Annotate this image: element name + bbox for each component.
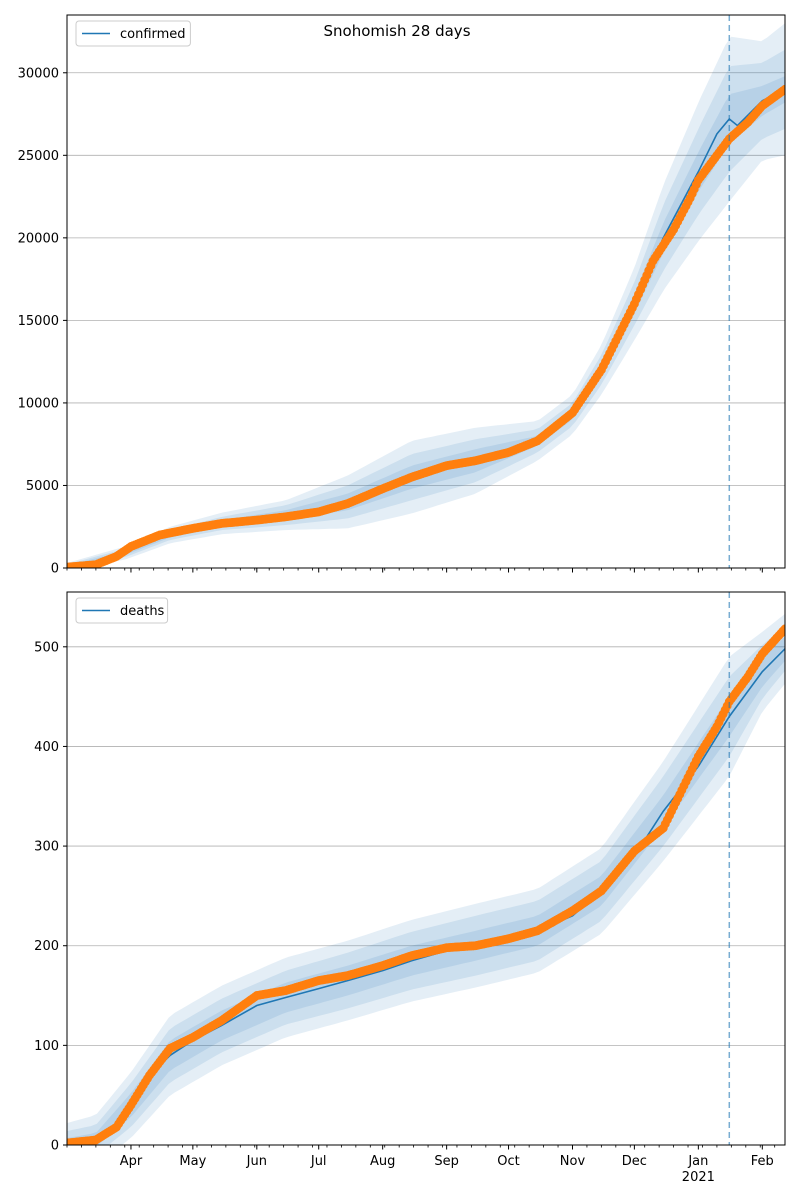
x-tick-label: Jan [687, 1154, 708, 1169]
x-tick-label: Jul [310, 1154, 327, 1169]
confirmed-panel: 0 5000 10000 15000 20000 25000 30000 confirmed [18, 14, 786, 577]
y-axis: 0 5000 10000 15000 20000 25000 30000 [18, 66, 67, 577]
y-axis: 0 100 200 300 400 500 [34, 640, 67, 1154]
x-tick-label: Oct [497, 1154, 519, 1169]
x-tick-label: May [179, 1154, 206, 1169]
x-tick-sublabel: 2021 [682, 1170, 715, 1185]
y-tick-label: 0 [51, 562, 59, 577]
y-gridlines [67, 646, 785, 1146]
series-group [67, 84, 785, 568]
y-tick-label: 5000 [26, 479, 59, 494]
y-tick-label: 200 [34, 939, 59, 954]
axes-frame [66, 591, 786, 1146]
x-tick-label: Nov [560, 1154, 586, 1169]
uncertainty-band [67, 49, 785, 568]
y-tick-label: 100 [34, 1039, 59, 1054]
legend-box [75, 20, 191, 47]
uncertainty-band [67, 626, 785, 1145]
y-tick-label: 0 [51, 1139, 59, 1154]
uncertainty-band [67, 636, 785, 1145]
y-tick-label: 300 [34, 840, 59, 855]
y-tick-label: 20000 [18, 231, 59, 246]
legend-label: confirmed [120, 27, 186, 42]
x-tick-label: Sep [434, 1154, 459, 1169]
y-tick-label: 10000 [18, 396, 59, 411]
x-tick-label: Feb [751, 1154, 774, 1169]
x-tick-label: Aug [370, 1154, 395, 1169]
legend-label: deaths [120, 604, 165, 619]
legend: confirmed [75, 20, 191, 47]
legend-box [75, 597, 169, 624]
legend: deaths [75, 597, 169, 624]
y-tick-label: 500 [34, 640, 59, 655]
y-tick-label: 400 [34, 740, 59, 755]
x-tick-label: Jun [246, 1154, 267, 1169]
y-tick-label: 30000 [18, 66, 59, 81]
series-group [67, 624, 785, 1145]
y-tick-label: 15000 [18, 314, 59, 329]
x-axis [66, 568, 776, 573]
figure-title: Snohomish 28 days [323, 22, 470, 40]
deaths-panel: 0 100 200 300 400 500 Apr May Jun Jul Aug Sep Oct Nov… [34, 591, 786, 1185]
axes-frame [66, 14, 786, 569]
x-tick-label: Dec [622, 1154, 647, 1169]
x-tick-label: Apr [120, 1154, 143, 1169]
y-tick-label: 25000 [18, 149, 59, 164]
